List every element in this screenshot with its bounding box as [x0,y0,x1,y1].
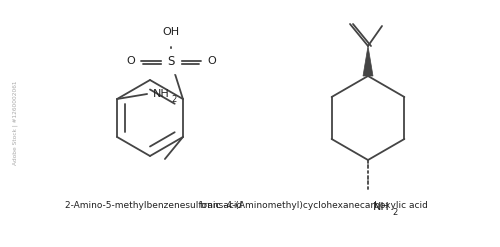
Text: NH: NH [153,89,170,99]
Text: NH: NH [373,202,390,212]
Text: trans‑4-(Aminomethyl)cyclohexanecarboxylic acid: trans‑4-(Aminomethyl)cyclohexanecarboxyl… [200,201,428,209]
Text: Adobe Stock | #1260002061: Adobe Stock | #1260002061 [12,81,18,165]
Text: S: S [167,55,174,67]
Text: 2-Amino-5-methylbenzenesulfonic acid: 2-Amino-5-methylbenzenesulfonic acid [65,201,242,209]
Text: 2: 2 [392,208,397,217]
Text: O: O [126,56,135,66]
Polygon shape [363,46,373,76]
Text: OH: OH [162,27,180,37]
Text: O: O [207,56,216,66]
Text: 2: 2 [171,95,176,103]
